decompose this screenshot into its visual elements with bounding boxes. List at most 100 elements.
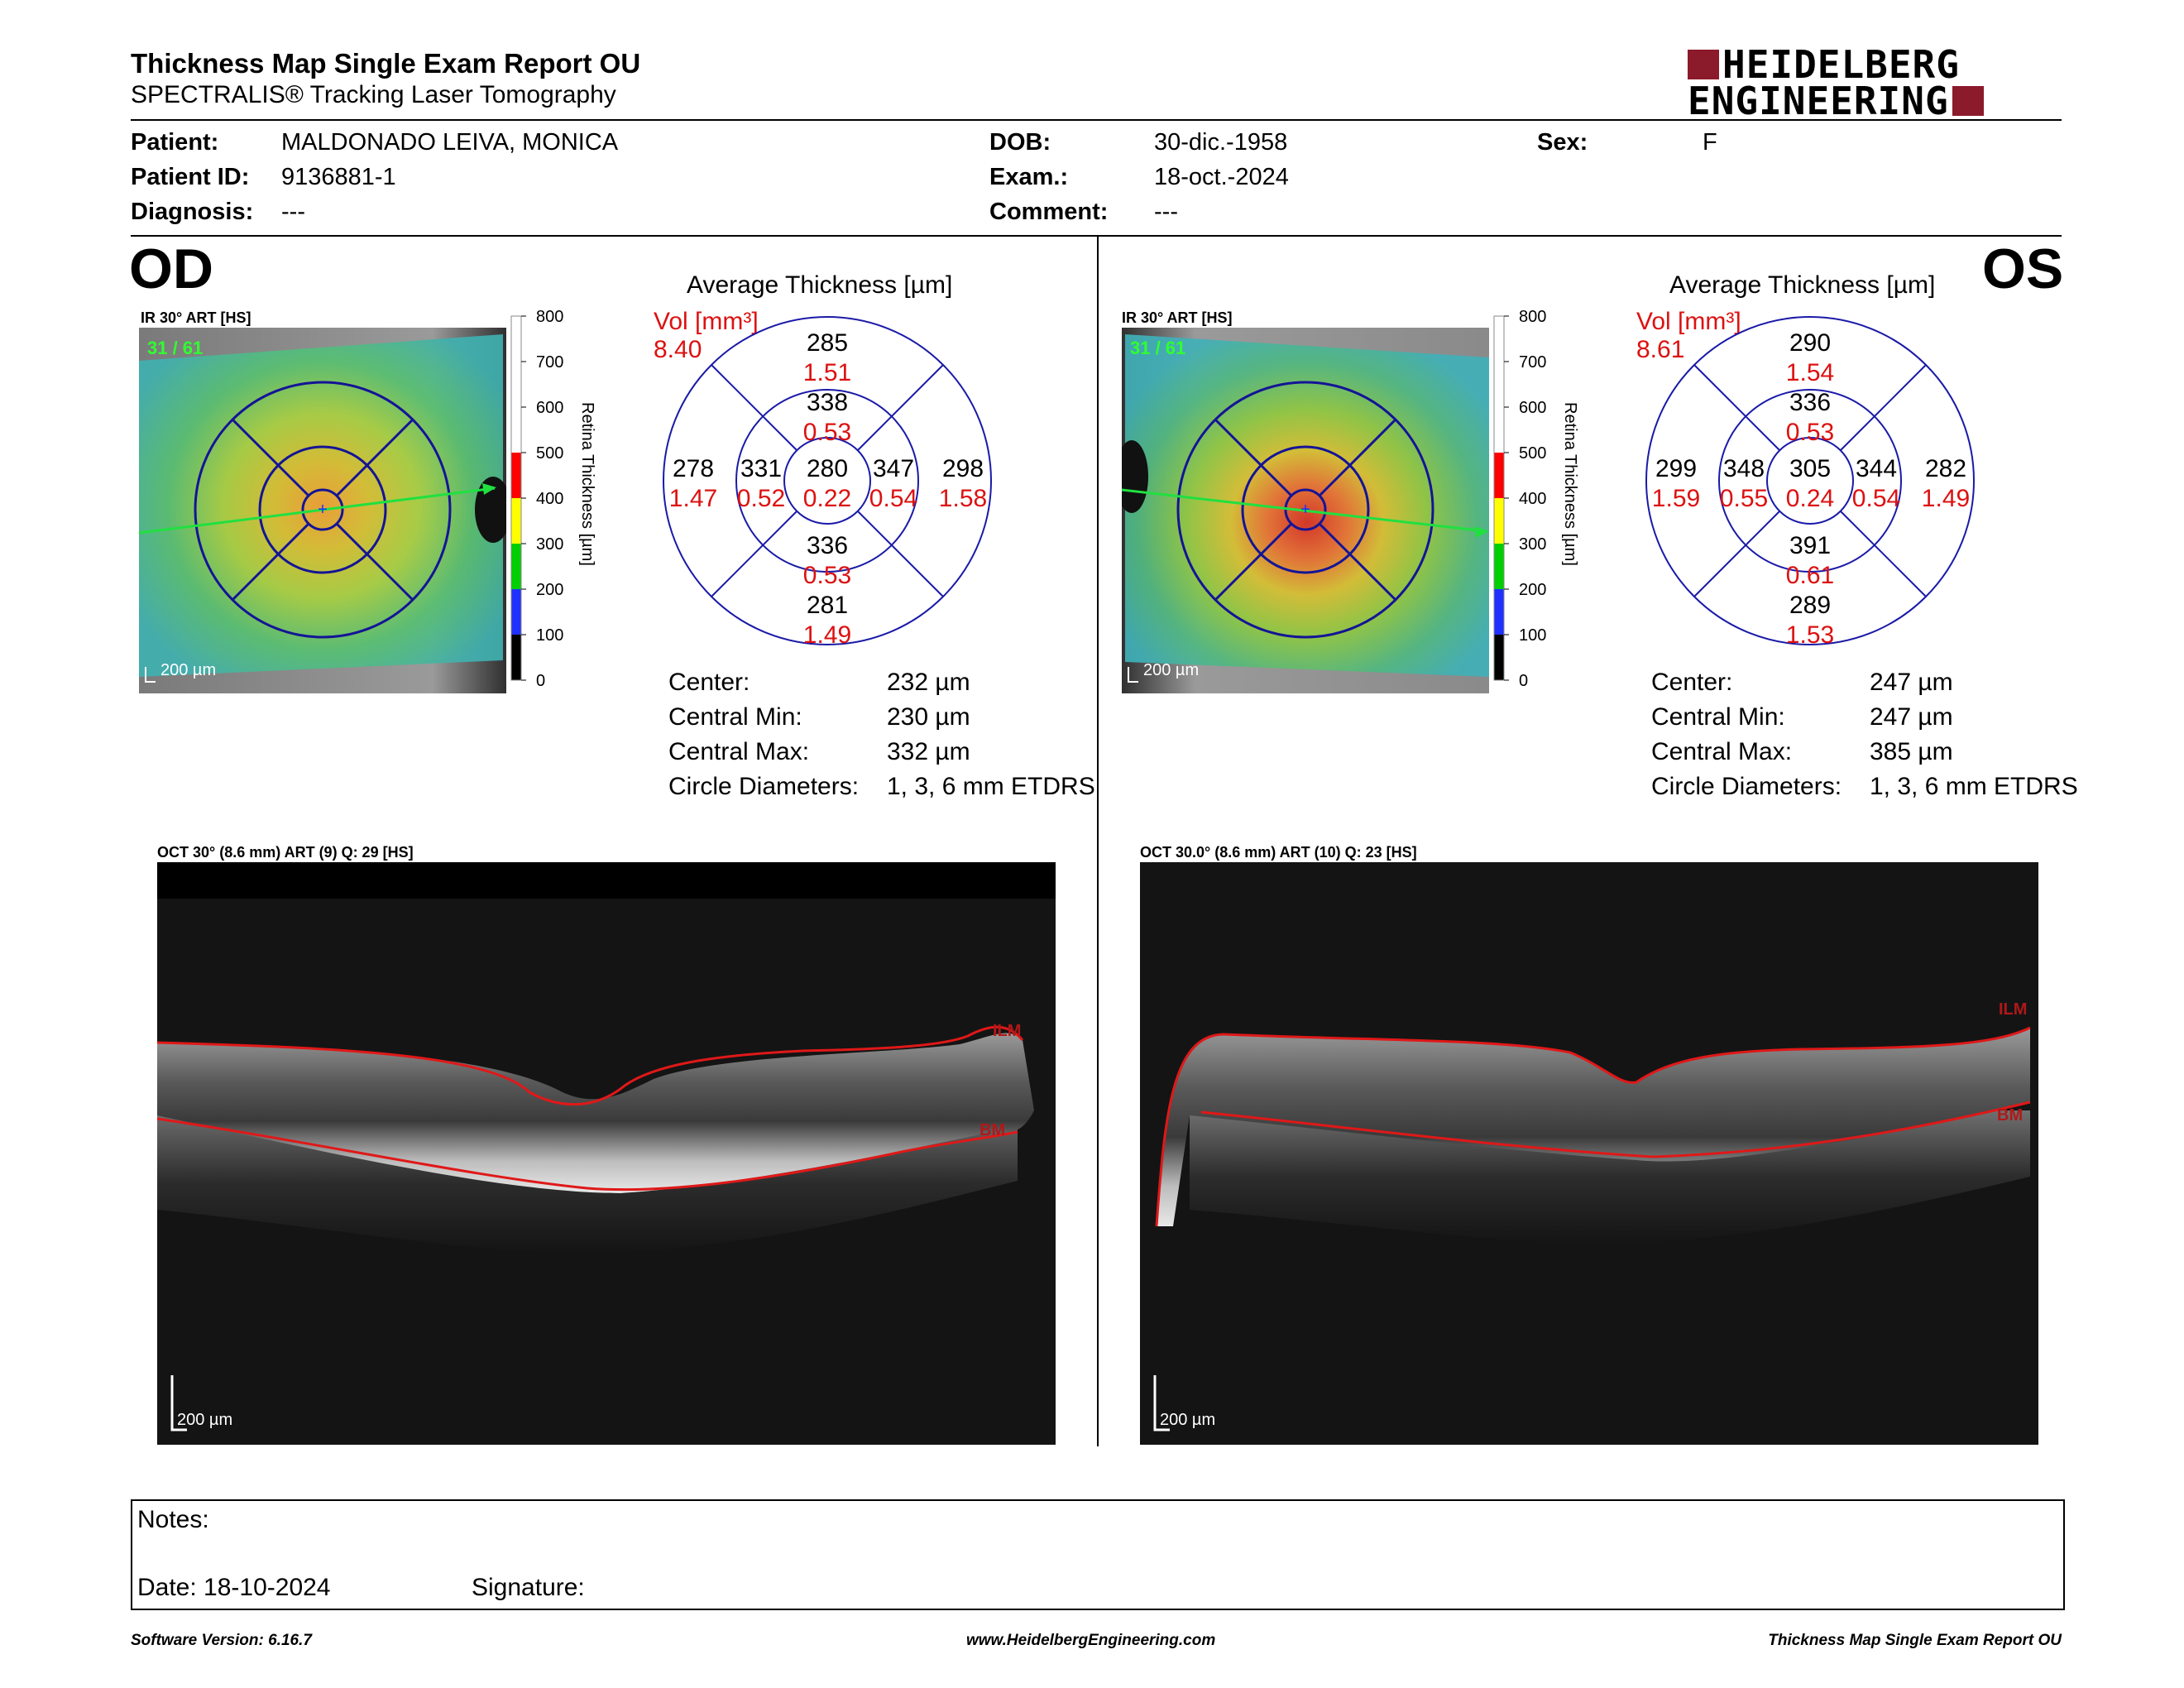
- od-oct-top-band: [157, 862, 1056, 899]
- od-scale-segment: [511, 362, 521, 407]
- patient-name: MALDONADO LEIVA, MONICA: [281, 129, 619, 156]
- od-bm-label: BM: [979, 1121, 1005, 1139]
- os-scale-segment: [1494, 589, 1504, 635]
- os-inner_right-volume: 0.54: [1852, 485, 1900, 512]
- os-inner_nasal_left-volume: 0.55: [1720, 485, 1768, 512]
- os-oct-scalebar-mark: [1153, 1375, 1170, 1431]
- os-outer_sup-volume: 1.54: [1786, 359, 1834, 386]
- od-max-label: Central Max:: [668, 738, 810, 765]
- od-diam-label: Circle Diameters:: [668, 773, 860, 800]
- os-scale-tick: 500: [1519, 444, 1546, 463]
- os-inner_inf-thickness: 391: [1789, 532, 1831, 559]
- od-etdrs-ring-3: [783, 437, 871, 525]
- notes-label: Notes:: [137, 1506, 209, 1533]
- os-etdrs-divider: [1840, 364, 1927, 451]
- od-scale-segment: [511, 316, 521, 362]
- od-center-label: Center:: [668, 669, 750, 696]
- os-scale-segment: [1494, 316, 1504, 362]
- od-scale-tick: 0: [536, 672, 545, 690]
- os-eye-label: OS: [1982, 237, 2064, 300]
- od-ilm-line: [157, 1025, 1024, 1106]
- os-outer_right-volume: 1.49: [1922, 485, 1970, 512]
- os-outer_right-thickness: 282: [1925, 455, 1966, 482]
- od-min-label: Central Min:: [668, 703, 802, 731]
- os-inner_right-thickness: 344: [1856, 455, 1897, 482]
- exam-label: Exam.:: [989, 164, 1069, 190]
- os-ir-scalebar: 200 µm: [1143, 661, 1199, 679]
- date-label: Date: 18-10-2024: [137, 1574, 331, 1601]
- od-outer_left-thickness: 278: [673, 455, 714, 482]
- os-scale-segment: [1494, 498, 1504, 544]
- od-outer_inf-thickness: 281: [807, 592, 848, 619]
- comment-label: Comment:: [989, 199, 1109, 225]
- od-scale-segment: [511, 498, 521, 544]
- os-ir-counter: 31 / 61: [1130, 338, 1185, 358]
- od-inner_sup-volume: 0.53: [803, 419, 851, 446]
- os-center-value: 247 µm: [1870, 669, 1953, 696]
- os-scale-tick: 0: [1519, 672, 1528, 690]
- diagnosis-label: Diagnosis:: [131, 199, 254, 225]
- os-etdrs-ring-1: [1645, 316, 1975, 645]
- od-outer_inf-volume: 1.49: [803, 621, 851, 649]
- diagnosis-value: ---: [281, 199, 305, 225]
- od-outer_sup-thickness: 285: [807, 329, 848, 357]
- od-bm-line: [157, 1117, 1018, 1192]
- od-oct-label: OCT 30° (8.6 mm) ART (9) Q: 29 [HS]: [157, 844, 414, 861]
- os-center-label: Center:: [1651, 669, 1733, 696]
- od-min-value: 230 µm: [887, 703, 970, 731]
- os-scale-tick: 300: [1519, 535, 1546, 554]
- od-thickness-map: + 31 / 61 200 µm: [139, 328, 506, 693]
- od-vol-value: 8.40: [654, 336, 702, 363]
- od-ir-counter: 31 / 61: [147, 338, 203, 358]
- od-scale-segment: [511, 635, 521, 680]
- os-outer_inf-volume: 1.53: [1786, 621, 1834, 649]
- od-scan-line: [139, 487, 496, 535]
- od-outer_right-thickness: 298: [942, 455, 984, 482]
- os-color-scale: 800 700 600 500 400 300 200 100 0 Retina Thicknes…: [1493, 309, 1579, 690]
- od-inner_inf-volume: 0.53: [803, 562, 851, 589]
- od-outer_sup-volume: 1.51: [803, 359, 851, 386]
- os-inner_sup-volume: 0.53: [1786, 419, 1834, 446]
- od-center-volume: 0.22: [803, 485, 851, 512]
- od-fovea-marker: +: [318, 501, 328, 519]
- od-optic-disc: [475, 477, 506, 543]
- os-ilm-line: [1155, 1026, 2031, 1227]
- od-color-scale: 800 700 600 500 400 300 200 100 0 Retina Thicknes…: [510, 309, 596, 690]
- notes-box[interactable]: Notes: Date: 18-10-2024 Signature:: [131, 1499, 2065, 1610]
- website-link[interactable]: www.HeidelbergEngineering.com: [966, 1632, 1216, 1649]
- os-scale-segment: [1494, 544, 1504, 589]
- patient-rule: [131, 235, 2062, 237]
- od-outer_left-volume: 1.47: [669, 485, 717, 512]
- logo-line1: HEIDELBERG: [1722, 42, 1960, 87]
- os-center-volume: 0.24: [1786, 485, 1834, 512]
- os-diam-label: Circle Diameters:: [1651, 773, 1842, 800]
- od-ilm-label: ILM: [993, 1022, 1021, 1040]
- od-etdrs-divider: [711, 364, 797, 451]
- os-etdrs-ring-3: [1766, 437, 1854, 525]
- os-etdrs-grid-overlay: [1176, 381, 1434, 639]
- od-inner_nasal_left-volume: 0.52: [737, 485, 785, 512]
- od-scale-tick: 800: [536, 309, 563, 326]
- os-fovea-marker: +: [1300, 501, 1310, 519]
- od-center-thickness: 280: [807, 455, 848, 482]
- od-scale-tick: 600: [536, 399, 563, 417]
- os-etdrs-divider: [1693, 511, 1780, 597]
- od-inner_sup-thickness: 338: [807, 389, 848, 416]
- footer-report-name: Thickness Map Single Exam Report OU: [1768, 1632, 2062, 1649]
- od-scale-tick: 300: [536, 535, 563, 554]
- od-scale-tick: 400: [536, 490, 563, 508]
- dob-label: DOB:: [989, 129, 1051, 156]
- od-ir-label: IR 30° ART [HS]: [141, 309, 251, 326]
- os-scale-tick: 600: [1519, 399, 1546, 417]
- od-etdrs-divider: [711, 511, 797, 597]
- od-eye-label: OD: [129, 237, 213, 300]
- od-avg-title: Average Thickness [µm]: [687, 271, 953, 299]
- logo-square-right: [1952, 86, 1984, 116]
- heidelberg-logo: HEIDELBERG ENGINEERING: [1688, 42, 1984, 120]
- os-ir-label: IR 30° ART [HS]: [1122, 309, 1233, 326]
- od-outer_right-volume: 1.58: [939, 485, 987, 512]
- os-scan-arrow: [1474, 526, 1489, 538]
- logo-square-left: [1688, 50, 1719, 79]
- os-scale-title: Retina Thickness [µm]: [1561, 402, 1579, 566]
- od-center-value: 232 µm: [887, 669, 970, 696]
